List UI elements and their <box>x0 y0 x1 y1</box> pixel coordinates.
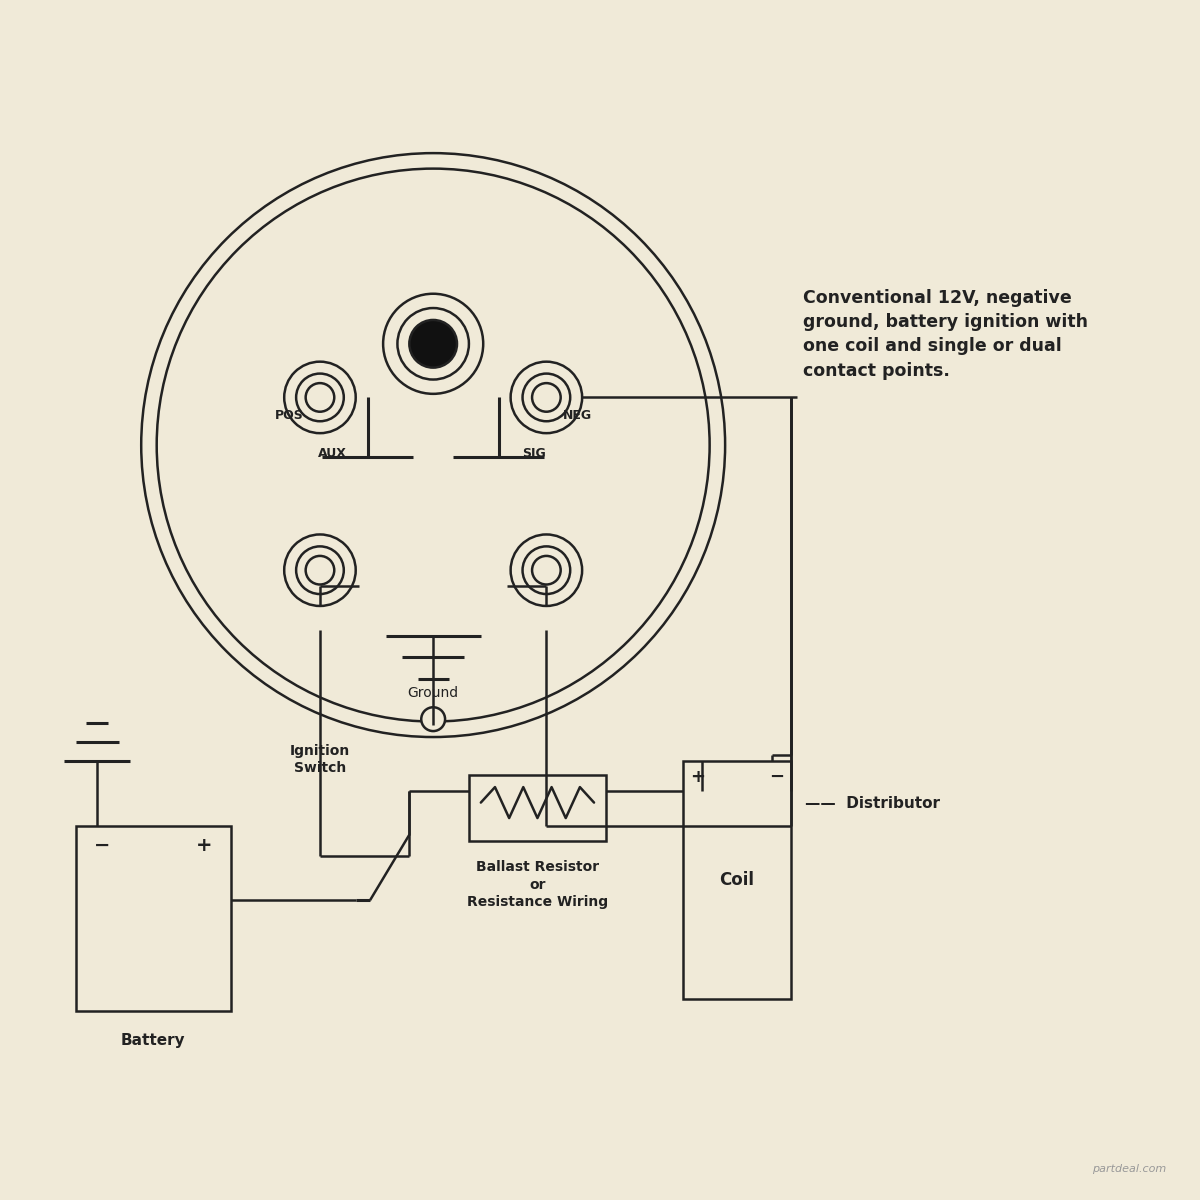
Circle shape <box>421 707 445 731</box>
Circle shape <box>383 294 484 394</box>
Text: Battery: Battery <box>121 1032 186 1048</box>
Circle shape <box>532 556 560 584</box>
Circle shape <box>532 383 560 412</box>
Circle shape <box>522 373 570 421</box>
Circle shape <box>306 383 335 412</box>
Circle shape <box>522 546 570 594</box>
Text: +: + <box>690 768 706 786</box>
Circle shape <box>296 546 343 594</box>
Text: POS: POS <box>275 409 304 421</box>
Bar <box>469 775 606 841</box>
Text: NEG: NEG <box>563 409 592 421</box>
Text: Ground: Ground <box>408 686 458 700</box>
Circle shape <box>296 373 343 421</box>
Text: −: − <box>769 768 784 786</box>
Circle shape <box>511 534 582 606</box>
Circle shape <box>157 169 709 721</box>
Circle shape <box>397 308 469 379</box>
Text: +: + <box>196 836 212 854</box>
Bar <box>248 397 618 469</box>
Circle shape <box>284 361 355 433</box>
Text: SIG: SIG <box>522 448 546 461</box>
Circle shape <box>284 534 355 606</box>
Circle shape <box>511 361 582 433</box>
Circle shape <box>409 320 457 367</box>
Text: partdeal.com: partdeal.com <box>1092 1164 1166 1175</box>
Text: ——  Distributor: —— Distributor <box>805 797 940 811</box>
Circle shape <box>306 556 335 584</box>
Text: AUX: AUX <box>318 448 347 461</box>
Bar <box>684 761 791 1000</box>
Text: −: − <box>94 836 110 854</box>
Bar <box>76 827 230 1012</box>
Bar <box>359 584 508 630</box>
Text: Coil: Coil <box>720 871 755 889</box>
Text: Ballast Resistor
or
Resistance Wiring: Ballast Resistor or Resistance Wiring <box>467 859 608 910</box>
Text: Ignition
Switch: Ignition Switch <box>290 744 350 775</box>
Text: Conventional 12V, negative
ground, battery ignition with
one coil and single or : Conventional 12V, negative ground, batte… <box>803 289 1087 379</box>
Circle shape <box>142 154 725 737</box>
